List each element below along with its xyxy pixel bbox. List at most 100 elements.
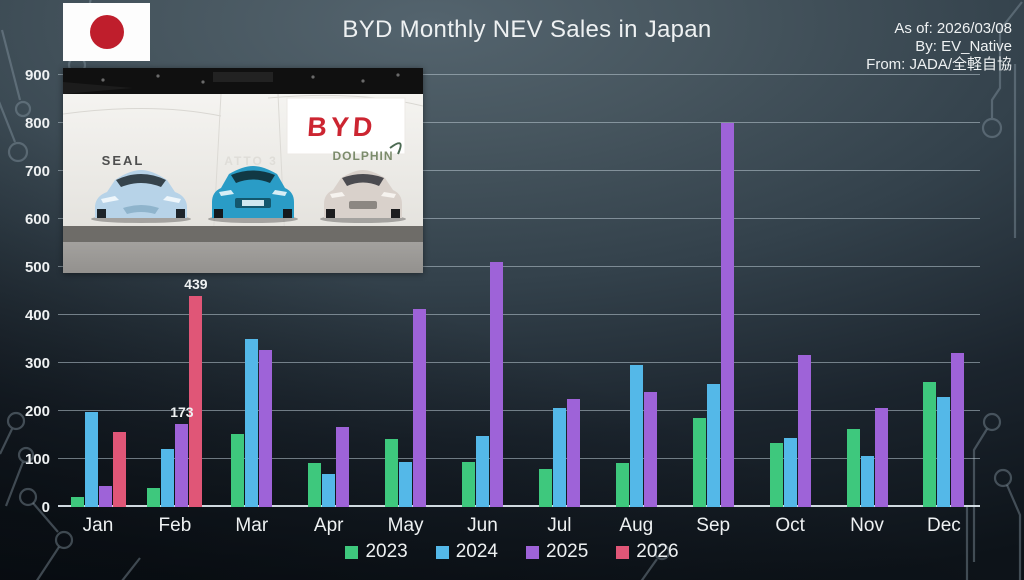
bar-2023-jan xyxy=(70,497,84,507)
x-axis-label-oct: Oct xyxy=(775,515,805,536)
grid-line-300 xyxy=(58,362,980,363)
x-axis-label-aug: Aug xyxy=(619,515,654,536)
atto3-car xyxy=(208,166,298,223)
bar-2026-feb xyxy=(189,296,203,507)
x-axis-label-dec: Dec xyxy=(926,515,961,536)
bar-2024-jan xyxy=(84,411,98,507)
x-axis-label-jun: Jun xyxy=(467,515,498,536)
bar-2023-may xyxy=(385,438,399,507)
x-axis-label-mar: Mar xyxy=(235,515,269,536)
bar-2023-nov xyxy=(846,428,860,507)
bar-2023-mar xyxy=(231,434,245,507)
x-axis-label-apr: Apr xyxy=(313,515,344,536)
y-axis-label-600: 600 xyxy=(24,211,50,228)
page-title: BYD Monthly NEV Sales in Japan xyxy=(342,16,712,43)
y-axis-label-400: 400 xyxy=(24,307,50,324)
bar-2024-jun xyxy=(476,435,489,507)
bar-2025-aug xyxy=(643,391,657,507)
grid-line-400 xyxy=(58,314,980,315)
bar-2023-jun xyxy=(462,461,475,507)
bar-2023-dec xyxy=(923,382,937,507)
bar-2023-feb xyxy=(147,487,161,507)
y-axis-label-500: 500 xyxy=(24,259,50,276)
grid-line-700 xyxy=(58,170,980,171)
legend-label-2023: 2023 xyxy=(365,541,408,562)
legend-swatch-2026 xyxy=(616,545,630,559)
grid-line-200 xyxy=(58,410,980,411)
byd-stage-illustration: BYD SEAL ATTO 3 DOLPHIN xyxy=(62,68,424,273)
value-label-2026-feb: 439 xyxy=(184,276,208,293)
y-axis-label-300: 300 xyxy=(24,355,50,372)
legend-label-2024: 2024 xyxy=(455,541,498,562)
bar-2024-may xyxy=(399,461,413,507)
bar-2025-sep xyxy=(720,123,734,507)
ceiling-lights xyxy=(101,73,400,84)
seal-label: SEAL xyxy=(102,153,145,168)
y-axis-label-700: 700 xyxy=(24,163,50,180)
bar-2023-oct xyxy=(769,443,783,507)
legend-item-2026: 2026 xyxy=(616,541,679,563)
x-axis-label-sep: Sep xyxy=(696,515,731,536)
stage-front xyxy=(63,226,423,242)
bar-2024-nov xyxy=(860,456,874,507)
grid-line-900 xyxy=(58,74,980,75)
legend-label-2025: 2025 xyxy=(546,541,589,562)
byd-logo-panel xyxy=(286,97,406,155)
data-source: From: JADA/全軽自協 xyxy=(866,56,1012,73)
byd-cars-photo: BYD SEAL ATTO 3 DOLPHIN xyxy=(62,68,424,273)
showroom-floor xyxy=(63,242,423,273)
bar-2025-dec xyxy=(951,352,965,507)
japan-flag-disc xyxy=(89,15,124,49)
chart-legend: 2023 2024 2025 2026 xyxy=(0,541,1024,563)
value-label-2025-feb: 173 xyxy=(170,403,194,420)
bar-2026-jan xyxy=(112,432,126,507)
as-of-date: As of: 2026/03/08 xyxy=(894,20,1012,37)
bar-2023-apr xyxy=(308,462,322,507)
y-axis-label-800: 800 xyxy=(24,115,50,132)
dolphin-icon xyxy=(389,142,402,155)
x-axis-label-nov: Nov xyxy=(850,515,884,536)
bar-2025-jun xyxy=(490,262,503,507)
bar-2025-nov xyxy=(874,408,888,507)
y-axis-label-100: 100 xyxy=(24,451,50,468)
x-axis-label-feb: Feb xyxy=(158,515,192,536)
bar-2025-mar xyxy=(259,350,273,507)
bar-2025-jan xyxy=(98,485,112,507)
dolphin-car xyxy=(320,170,406,223)
source-info: As of: 2026/03/08 By: EV_Native From: JA… xyxy=(866,20,1012,74)
author: By: EV_Native xyxy=(915,38,1012,55)
bar-2024-aug xyxy=(629,364,643,507)
legend-swatch-2025 xyxy=(526,545,539,559)
bar-2025-apr xyxy=(336,426,350,507)
y-axis-label-0: 0 xyxy=(41,499,50,516)
grid-line-800 xyxy=(58,122,980,123)
byd-logo: BYD xyxy=(306,112,377,142)
grid-line-600 xyxy=(58,218,980,219)
bar-2025-feb xyxy=(175,423,189,507)
x-axis-label-jan: Jan xyxy=(82,515,114,536)
bar-2025-jul xyxy=(566,399,580,507)
legend-item-2023: 2023 xyxy=(345,541,408,563)
legend-label-2026: 2026 xyxy=(636,541,679,562)
bar-2024-dec xyxy=(937,397,951,507)
bar-2025-may xyxy=(413,308,427,507)
bar-2023-sep xyxy=(692,418,706,507)
seal-car xyxy=(91,170,191,223)
bar-2024-oct xyxy=(783,437,797,507)
x-axis-label-jul: Jul xyxy=(547,515,572,536)
legend-swatch-2024 xyxy=(435,545,449,559)
bar-2024-feb xyxy=(161,448,175,507)
japan-flag xyxy=(63,3,150,61)
legend-item-2025: 2025 xyxy=(526,541,588,563)
grid-line-100 xyxy=(58,458,980,459)
legend-swatch-2023 xyxy=(345,545,359,559)
bar-2024-mar xyxy=(245,339,259,507)
grid-line-0 xyxy=(58,505,980,507)
grid-line-500 xyxy=(58,266,980,267)
bar-2025-oct xyxy=(797,354,811,507)
bar-2024-jul xyxy=(552,408,566,507)
bar-2024-apr xyxy=(322,473,336,507)
bar-2024-sep xyxy=(706,384,720,507)
x-axis-label-may: May xyxy=(387,515,424,536)
